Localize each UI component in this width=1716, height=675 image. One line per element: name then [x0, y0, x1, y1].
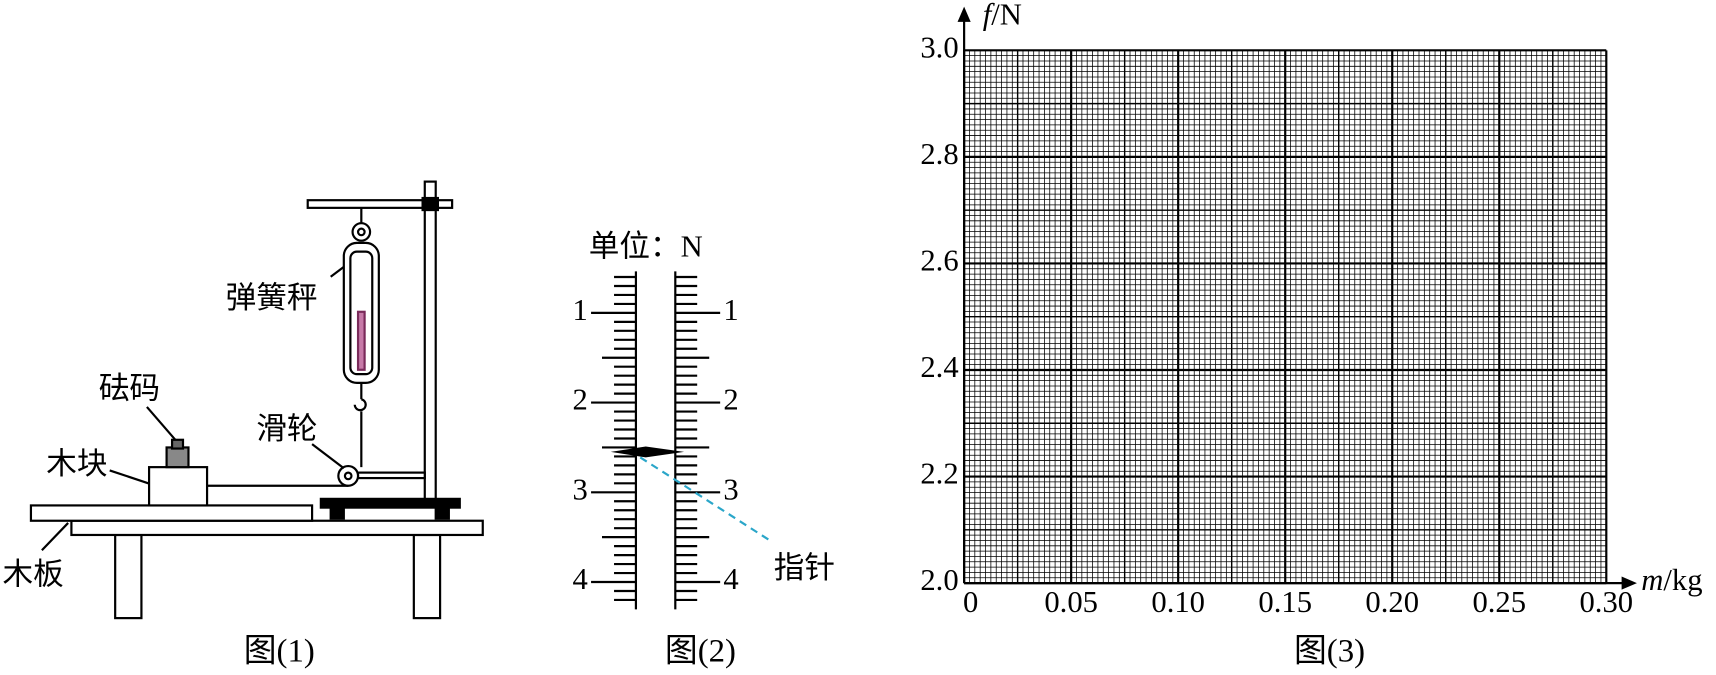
y-tick-label: 3.0	[920, 30, 958, 64]
label: 木块	[46, 447, 107, 481]
pointer-label: 指针	[774, 551, 835, 585]
arrow	[957, 6, 1637, 590]
x-tick-label: 0.30	[1580, 585, 1634, 619]
apparatus	[29, 180, 484, 620]
y-tick-label: 2.2	[920, 457, 958, 491]
x-tick-label: 0.10	[1151, 585, 1205, 619]
graph: 图(3) 0 0.05 0.10 0.15 0.20 0.25 0.30 2.0 2.2 2.4 2…	[920, 0, 1702, 670]
tick-label: 4	[572, 562, 587, 596]
y-tick-label: 2.8	[920, 137, 958, 171]
y-tick-label: 2.6	[920, 243, 958, 277]
axis-symbol: m	[1641, 563, 1663, 597]
x-tick-label: 0.05	[1044, 585, 1098, 619]
y-axis-label: f/N	[983, 0, 1022, 32]
pointer-leader	[639, 456, 773, 543]
y-tick-label: 2.0	[920, 563, 958, 597]
axis-unit: /kg	[1663, 563, 1702, 597]
pointer	[610, 446, 685, 458]
caption: 图(2)	[665, 634, 736, 670]
tick-label: 3	[723, 472, 738, 506]
label: 木板	[2, 558, 63, 592]
tick-label: 2	[723, 383, 738, 417]
tick-label: 1	[572, 293, 587, 327]
unit: 单位：N	[589, 229, 703, 263]
label: 滑轮	[256, 412, 317, 446]
figure1-labels: 弹簧秤 砝码 滑轮 木块 木板 图(1)	[2, 281, 317, 670]
x-tick-label: 0	[963, 585, 978, 619]
caption: 图(1)	[244, 634, 315, 670]
x-tick-label: 0.15	[1258, 585, 1312, 619]
axis	[963, 13, 1629, 585]
tick-label: 2	[572, 383, 587, 417]
label: 砝码	[99, 372, 160, 406]
x-tick-label: 0.25	[1472, 585, 1526, 619]
tick-label: 4	[723, 562, 738, 596]
x-axis-label: m/kg	[1641, 563, 1702, 597]
label: 弹簧秤	[226, 281, 318, 315]
y-tick-label: 2.4	[920, 350, 958, 384]
axis-unit: /N	[991, 0, 1022, 32]
tick-label: 3	[572, 472, 587, 506]
caption: 图(3)	[1294, 634, 1365, 670]
scale-figure: 单位：N 指针 图(2) 1 1 2 2 3 3 4 4	[572, 229, 835, 669]
x-tick-label: 0.20	[1365, 585, 1419, 619]
tick-label: 1	[723, 293, 738, 327]
